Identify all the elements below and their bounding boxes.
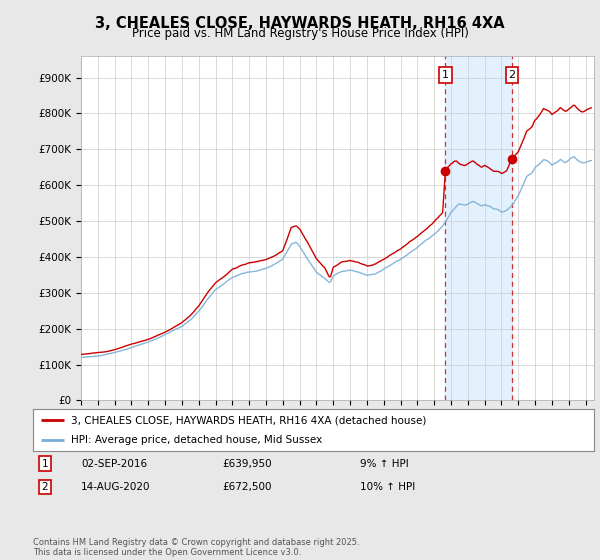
Text: 1: 1 [41, 459, 49, 469]
Text: 3, CHEALES CLOSE, HAYWARDS HEATH, RH16 4XA (detached house): 3, CHEALES CLOSE, HAYWARDS HEATH, RH16 4… [71, 415, 427, 425]
Text: 3, CHEALES CLOSE, HAYWARDS HEATH, RH16 4XA: 3, CHEALES CLOSE, HAYWARDS HEATH, RH16 4… [95, 16, 505, 31]
Text: 2: 2 [41, 482, 49, 492]
Text: 14-AUG-2020: 14-AUG-2020 [81, 482, 151, 492]
Text: Contains HM Land Registry data © Crown copyright and database right 2025.
This d: Contains HM Land Registry data © Crown c… [33, 538, 359, 557]
Text: 2: 2 [508, 70, 515, 80]
Text: 10% ↑ HPI: 10% ↑ HPI [360, 482, 415, 492]
Text: £639,950: £639,950 [222, 459, 272, 469]
Text: 1: 1 [442, 70, 449, 80]
Text: £672,500: £672,500 [222, 482, 271, 492]
Text: Price paid vs. HM Land Registry's House Price Index (HPI): Price paid vs. HM Land Registry's House … [131, 27, 469, 40]
Bar [445, 56, 512, 400]
Text: 9% ↑ HPI: 9% ↑ HPI [360, 459, 409, 469]
Text: 02-SEP-2016: 02-SEP-2016 [81, 459, 147, 469]
Text: HPI: Average price, detached house, Mid Sussex: HPI: Average price, detached house, Mid … [71, 435, 322, 445]
